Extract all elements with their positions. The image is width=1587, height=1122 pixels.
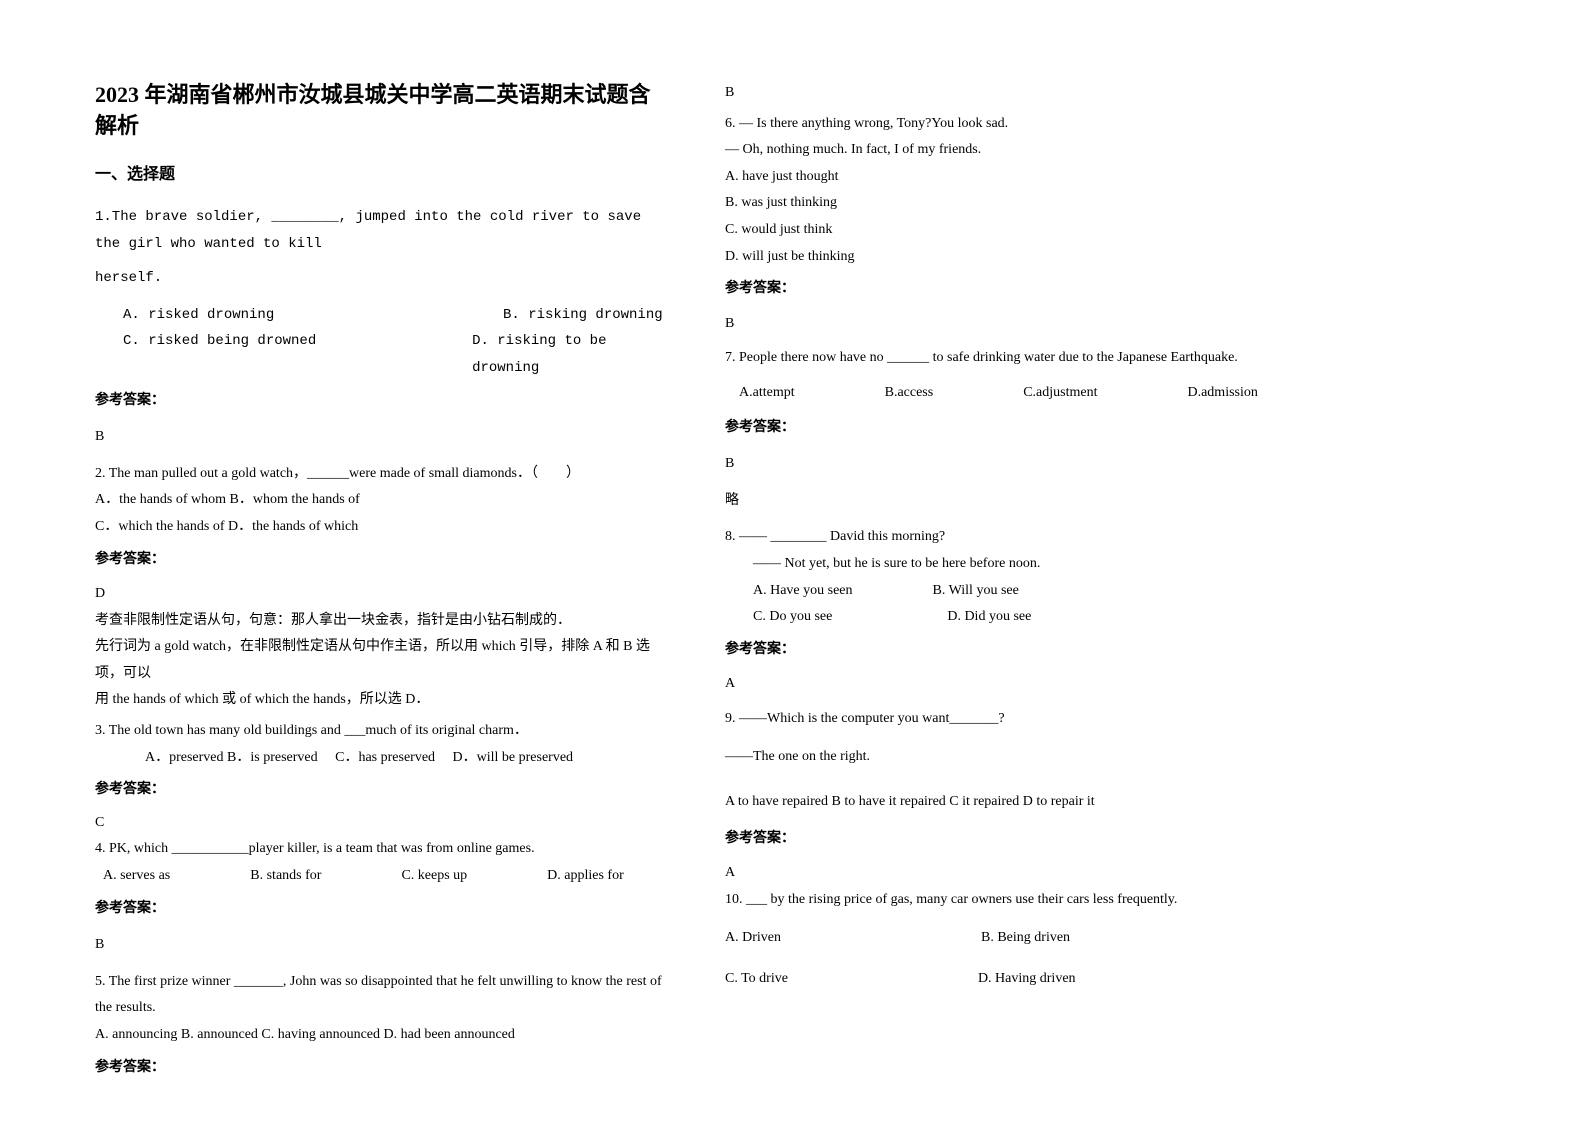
q4-optD: D. applies for xyxy=(547,863,624,890)
q8: 8. —— ________ David this morning? —— No… xyxy=(725,524,1295,630)
q2-answer: D xyxy=(95,581,665,608)
q6-optB: B. was just thinking xyxy=(725,190,1295,217)
q10-stem: 10. ___ by the rising price of gas, many… xyxy=(725,887,1295,914)
q8-optB: B. Will you see xyxy=(933,578,1019,605)
q9-line1: 9. ——Which is the computer you want_____… xyxy=(725,706,1295,733)
q10-optA: A. Driven xyxy=(725,925,781,952)
q7-stem: 7. People there now have no ______ to sa… xyxy=(725,345,1295,372)
left-column: 2023 年湖南省郴州市汝城县城关中学高二英语期末试题含解析 一、选择题 1.T… xyxy=(95,80,665,1081)
q6: 6. — Is there anything wrong, Tony?You l… xyxy=(725,111,1295,271)
q3-answer-label: 参考答案： xyxy=(95,777,665,804)
q1-optA: A. risked drowning xyxy=(123,302,503,329)
q7-optA: A.attempt xyxy=(739,380,795,407)
q10-optB: B. Being driven xyxy=(981,925,1070,952)
q8-answer-label: 参考答案： xyxy=(725,637,1295,664)
q2-stem: 2. The man pulled out a gold watch，_____… xyxy=(95,461,665,488)
q2-optCD: C．which the hands of D．the hands of whic… xyxy=(95,514,665,541)
q1: 1.The brave soldier, ________, jumped in… xyxy=(95,204,665,382)
q7-exp: 略 xyxy=(725,488,1295,515)
q4-stem: 4. PK, which ___________player killer, i… xyxy=(95,836,665,863)
q2-exp1: 考查非限制性定语从句，句意：那人拿出一块金表，指针是由小钻石制成的． xyxy=(95,608,665,635)
q4-answer: B xyxy=(95,932,665,959)
q4-opts: A. serves as B. stands for C. keeps up D… xyxy=(95,863,665,890)
q2-answer-label: 参考答案： xyxy=(95,547,665,574)
q4-optB: B. stands for xyxy=(250,863,321,890)
q7-optB: B.access xyxy=(885,380,934,407)
q8-answer: A xyxy=(725,671,1295,698)
q6-optA: A. have just thought xyxy=(725,164,1295,191)
q1-optC: C. risked being drowned xyxy=(123,328,472,381)
q2: 2. The man pulled out a gold watch，_____… xyxy=(95,461,665,541)
q5: 5. The first prize winner _______, John … xyxy=(95,969,665,1049)
q1-stem2: herself. xyxy=(95,265,665,292)
q6-optC: C. would just think xyxy=(725,217,1295,244)
page-root: 2023 年湖南省郴州市汝城县城关中学高二英语期末试题含解析 一、选择题 1.T… xyxy=(0,0,1587,1121)
q9: 9. ——Which is the computer you want_____… xyxy=(725,706,1295,816)
q7-optC: C.adjustment xyxy=(1023,380,1097,407)
q9-opts: A to have repaired B to have it repaired… xyxy=(725,789,1295,816)
q6-line2: — Oh, nothing much. In fact, I of my fri… xyxy=(725,137,1295,164)
q8-optA: A. Have you seen xyxy=(753,578,853,605)
q5-stem: 5. The first prize winner _______, John … xyxy=(95,969,665,1022)
q8-line2: —— Not yet, but he is sure to be here be… xyxy=(725,551,1295,578)
q10-opts-row2: C. To drive D. Having driven xyxy=(725,966,1295,993)
q6-optD: D. will just be thinking xyxy=(725,244,1295,271)
section-heading: 一、选择题 xyxy=(95,160,665,190)
q4-optC: C. keeps up xyxy=(401,863,467,890)
q2-exp2: 先行词为 a gold watch，在非限制性定语从句中作主语，所以用 whic… xyxy=(95,634,665,687)
q2-optAB: A．the hands of whom B．whom the hands of xyxy=(95,487,665,514)
q7-optD: D.admission xyxy=(1187,380,1257,407)
document-title: 2023 年湖南省郴州市汝城县城关中学高二英语期末试题含解析 xyxy=(95,80,665,142)
q7-opts: A.attempt B.access C.adjustment D.admiss… xyxy=(725,380,1295,407)
q2-exp3: 用 the hands of which 或 of which the hand… xyxy=(95,687,665,714)
q6-answer-label: 参考答案： xyxy=(725,276,1295,303)
q8-optD: D. Did you see xyxy=(947,604,1031,631)
q1-stem1: 1.The brave soldier, ________, jumped in… xyxy=(95,204,665,257)
q9-answer: A xyxy=(725,860,1295,887)
q5-answer: B xyxy=(725,80,1295,107)
q4-optA: A. serves as xyxy=(103,863,170,890)
q9-answer-label: 参考答案： xyxy=(725,826,1295,853)
q3-stem: 3. The old town has many old buildings a… xyxy=(95,718,665,745)
q1-optB: B. risking drowning xyxy=(503,302,663,329)
q7-answer-label: 参考答案： xyxy=(725,415,1295,442)
q5-opts: A. announcing B. announced C. having ann… xyxy=(95,1022,665,1049)
q1-optD: D. risking to be drowning xyxy=(472,328,665,381)
q10-optC: C. To drive xyxy=(725,966,788,993)
right-column: B 6. — Is there anything wrong, Tony?You… xyxy=(725,80,1295,1081)
q3-opts: A．preserved B．is preserved C．has preserv… xyxy=(95,745,665,772)
q1-answer-label: 参考答案： xyxy=(95,388,665,415)
q8-optC: C. Do you see xyxy=(753,604,832,631)
q6-line1: 6. — Is there anything wrong, Tony?You l… xyxy=(725,111,1295,138)
q6-answer: B xyxy=(725,311,1295,338)
q3-answer: C xyxy=(95,810,665,837)
q10-opts-row1: A. Driven B. Being driven xyxy=(725,925,1295,952)
q1-answer: B xyxy=(95,424,665,451)
q5-answer-label: 参考答案： xyxy=(95,1055,665,1082)
q3: 3. The old town has many old buildings a… xyxy=(95,718,665,771)
q8-line1: 8. —— ________ David this morning? xyxy=(725,524,1295,551)
q7-answer: B xyxy=(725,451,1295,478)
q10-optD: D. Having driven xyxy=(978,966,1076,993)
q9-line2: ——The one on the right. xyxy=(725,744,1295,771)
q4-answer-label: 参考答案： xyxy=(95,896,665,923)
